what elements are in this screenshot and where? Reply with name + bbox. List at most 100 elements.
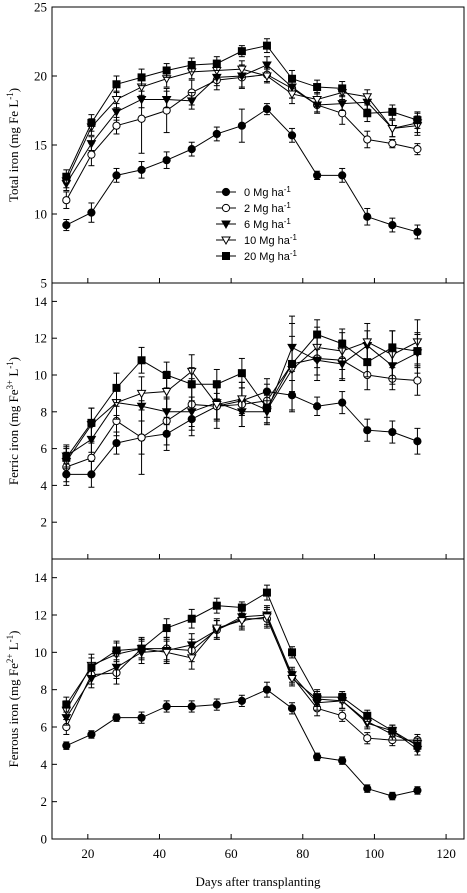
data-point — [338, 398, 347, 407]
data-point — [212, 601, 221, 610]
panel-ferric-iron: 2 4 6 8 10 12 14 Ferric iron (mg Fe3+ L-1) — [5, 282, 465, 560]
data-point — [161, 95, 172, 105]
legend-text-4: 20 Mg ha — [244, 251, 291, 263]
x-tick-label: 20 — [81, 846, 94, 861]
x-tick-label: 120 — [436, 846, 456, 861]
legend-sup-1: -1 — [284, 201, 292, 210]
panel-series — [61, 584, 423, 801]
data-point — [388, 139, 397, 148]
data-point — [87, 118, 96, 127]
data-point — [363, 212, 372, 221]
data-point — [363, 426, 372, 435]
series-4 — [62, 584, 422, 752]
data-point — [187, 614, 196, 623]
data-point — [212, 59, 221, 68]
x-tick-label: 80 — [296, 846, 309, 861]
data-point — [313, 171, 322, 180]
data-point — [162, 702, 171, 711]
data-point — [413, 437, 422, 446]
data-point — [137, 644, 146, 653]
y-axis-label-superscript: 2+ — [5, 654, 15, 664]
data-point — [413, 116, 422, 125]
y-tick-label: 14 — [34, 294, 48, 309]
data-point — [288, 648, 297, 657]
data-point — [413, 741, 422, 750]
data-point — [212, 129, 221, 139]
legend-marker-2 — [221, 220, 231, 230]
data-point — [162, 371, 171, 379]
data-point — [288, 74, 297, 83]
y-tick-label: 8 — [41, 404, 48, 419]
data-point — [137, 713, 146, 722]
data-point — [237, 65, 247, 75]
data-point — [388, 726, 397, 735]
data-point — [262, 61, 272, 70]
legend-text-3: 10 Mg ha — [244, 235, 291, 247]
legend-text-0: 0 Mg ha — [244, 187, 285, 199]
data-point — [212, 380, 221, 389]
data-point — [288, 359, 297, 368]
legend-marker-1 — [221, 203, 231, 213]
data-point — [363, 734, 372, 743]
data-point — [362, 338, 373, 347]
data-point — [187, 702, 196, 711]
panel-ticks: 2 4 6 8 10 12 14 — [34, 294, 447, 559]
data-point — [413, 786, 422, 795]
series-0 — [62, 103, 422, 240]
data-point — [363, 711, 372, 720]
data-point — [161, 648, 172, 658]
data-point — [112, 171, 121, 180]
data-point — [161, 388, 172, 397]
data-point — [338, 84, 347, 93]
legend-text-1: 2 Mg ha — [244, 203, 285, 215]
data-point — [62, 220, 71, 230]
data-point — [313, 330, 322, 339]
legend-sup-3: -1 — [290, 233, 298, 242]
y-axis-label-tail: L — [6, 642, 21, 653]
y-axis-label-main: Ferric iron (mg Fe — [6, 389, 21, 485]
panel-ticks: 5 10 15 20 25 — [34, 0, 447, 291]
legend-marker-4 — [222, 252, 230, 260]
data-point — [287, 131, 297, 140]
y-tick-label: 20 — [34, 69, 47, 84]
data-point — [338, 756, 347, 765]
y-axis-label-superscript: 3+ — [5, 380, 15, 390]
series-1 — [62, 65, 422, 209]
data-point — [262, 685, 272, 694]
data-point — [312, 95, 322, 105]
legend-sup-2: -1 — [284, 217, 292, 226]
legend-entry: 10 Mg ha-1 — [216, 233, 298, 247]
y-tick-label: 10 — [34, 207, 47, 222]
data-point — [62, 196, 71, 205]
y-tick-label: 25 — [34, 0, 47, 15]
data-point — [362, 93, 373, 102]
x-tick-label: 40 — [153, 846, 166, 861]
data-point — [363, 135, 372, 144]
panel-frame — [51, 558, 465, 840]
panel-series — [61, 315, 423, 488]
x-tick-label: 100 — [365, 846, 385, 861]
data-point — [337, 100, 348, 109]
y-tick-label: 12 — [34, 331, 47, 346]
data-point — [112, 438, 121, 448]
data-point — [338, 171, 347, 180]
y-tick-label: 2 — [41, 515, 48, 530]
legend-entry: 20 Mg ha-1 — [216, 249, 298, 263]
legend-label-1: 2 Mg ha-1 — [244, 201, 291, 216]
data-point — [388, 791, 397, 801]
y-tick-label: 15 — [34, 138, 47, 153]
panel-series — [61, 38, 423, 240]
data-point — [262, 404, 271, 413]
data-point — [237, 395, 247, 404]
legend-sup-4: -1 — [290, 249, 298, 258]
data-point — [211, 400, 222, 410]
data-point — [86, 140, 97, 149]
data-point — [112, 121, 121, 130]
data-point — [62, 453, 71, 462]
data-point — [413, 227, 422, 237]
y-tick-label: 10 — [34, 645, 47, 660]
y-axis-label-superscript-2: -1 — [5, 635, 15, 643]
legend-marker-0 — [221, 187, 231, 197]
data-point — [137, 433, 146, 442]
data-point — [137, 165, 146, 174]
